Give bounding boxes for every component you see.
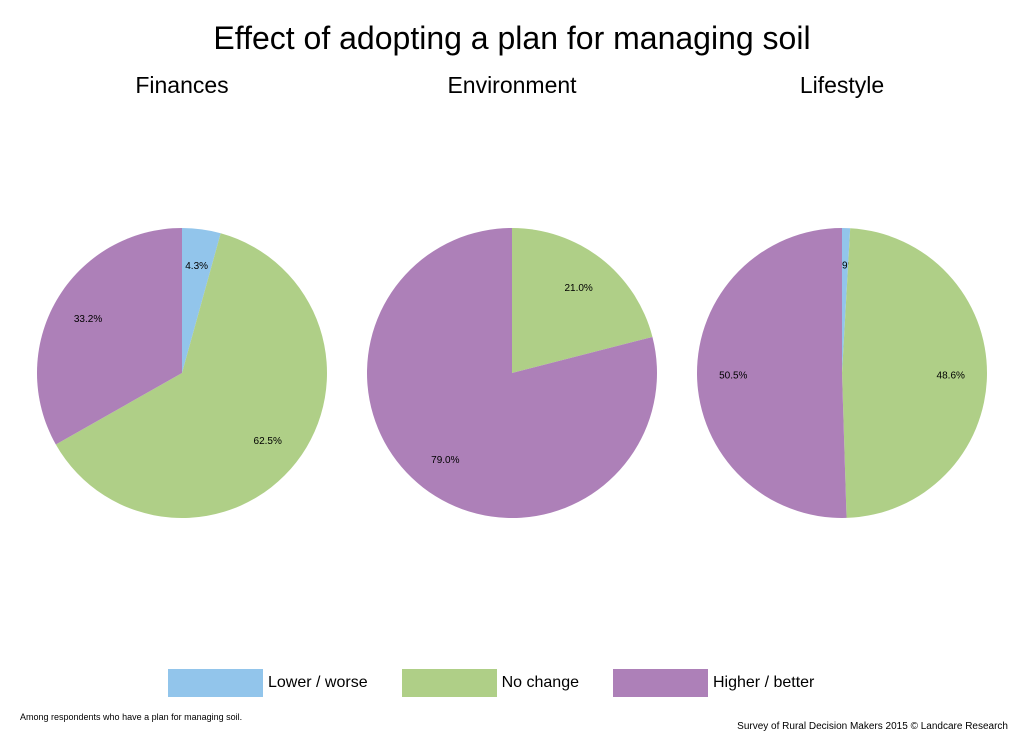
legend-label-no-change: No change <box>501 674 579 691</box>
pie-slice-higher-better <box>696 228 847 518</box>
pie-slice-no-change <box>512 228 653 373</box>
slice-value-label-higher-better: 50.5% <box>719 371 747 382</box>
pie-title-finances: Finances <box>135 72 229 98</box>
pie-svg-finances: 4.3% 62.5% 33.2% <box>36 228 327 518</box>
pie-title-environment: Environment <box>447 72 577 98</box>
legend-swatch-higher-better <box>612 669 708 697</box>
pie-slice-lower-worse <box>842 228 851 373</box>
chart-title: Effect of adopting a plan for managing s… <box>213 20 811 56</box>
legend-item-no-change: No change <box>401 669 579 697</box>
slice-value-label-lower-worse: 0.9% <box>834 260 857 271</box>
legend-swatch-no-change <box>401 669 497 697</box>
slice-value-label-lower-worse: 4.3% <box>185 261 208 272</box>
source-credit: Survey of Rural Decision Makers 2015 © L… <box>737 721 1008 732</box>
pie-svg-environment: 21.0% 79.0% <box>366 228 657 518</box>
slice-value-label-higher-better: 79.0% <box>431 455 459 466</box>
pie-chart-lifestyle: Lifestyle 0.9% 48.6% 50.5% <box>687 68 997 518</box>
pie-chart-environment: Environment 21.0% 79.0% <box>357 68 667 518</box>
legend: Lower / worse No change Higher / better <box>168 669 848 697</box>
pie-slice-higher-better <box>36 228 182 445</box>
pie-slice-lower-worse <box>182 228 221 373</box>
legend-item-higher-better: Higher / better <box>612 669 815 697</box>
legend-item-lower-worse: Lower / worse <box>168 669 368 697</box>
pie-chart-finances: Finances 4.3% 62.5% 33.2% <box>27 68 337 518</box>
footnote: Among respondents who have a plan for ma… <box>20 712 243 722</box>
slice-value-label-no-change: 62.5% <box>254 436 282 447</box>
slice-value-label-no-change: 48.6% <box>937 370 965 381</box>
pie-slice-no-change <box>55 233 327 518</box>
legend-swatch-lower-worse <box>168 669 263 697</box>
pie-slice-higher-better <box>366 228 657 518</box>
pie-svg-lifestyle: 0.9% 48.6% 50.5% <box>696 228 987 518</box>
slice-value-label-higher-better: 33.2% <box>74 314 102 325</box>
pie-title-lifestyle: Lifestyle <box>799 72 885 98</box>
legend-label-higher-better: Higher / better <box>712 674 815 691</box>
slice-value-label-no-change: 21.0% <box>564 283 592 294</box>
pie-slice-no-change <box>842 228 987 518</box>
legend-label-lower-worse: Lower / worse <box>268 674 368 691</box>
